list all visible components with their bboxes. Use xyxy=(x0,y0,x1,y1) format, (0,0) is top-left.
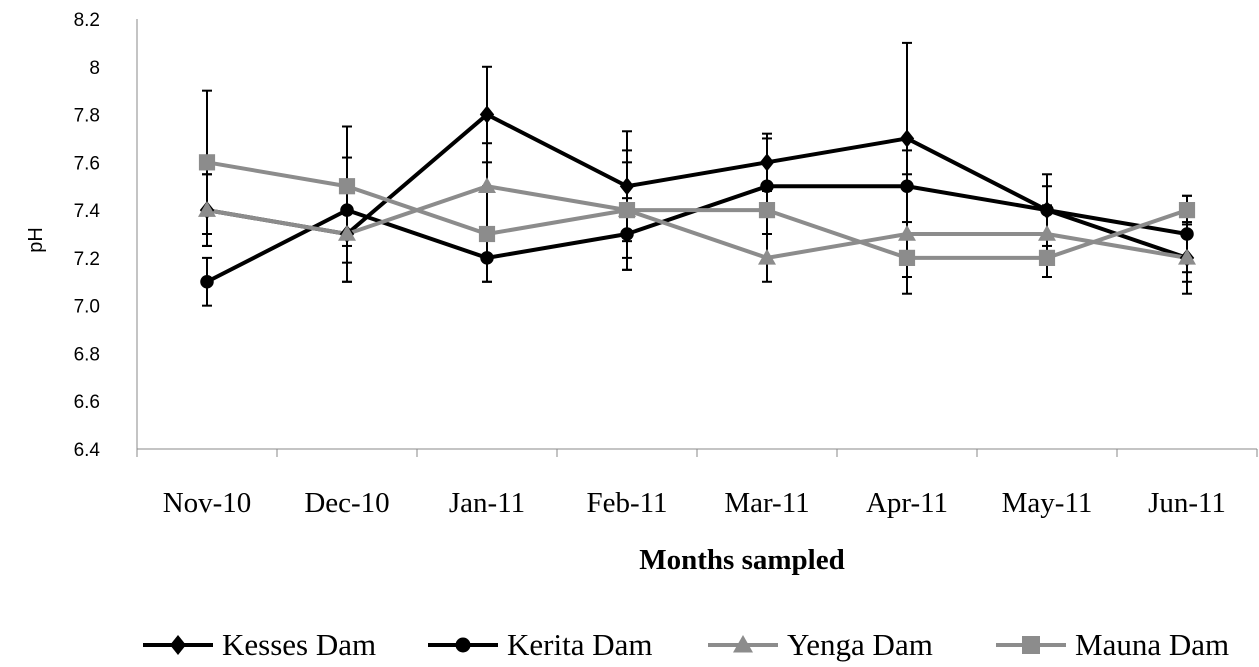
y-axis-label: pH xyxy=(25,227,47,253)
data-point xyxy=(900,179,914,193)
data-point xyxy=(1038,249,1056,266)
x-axis-label: Months sampled xyxy=(639,544,844,576)
x-tick-label: May-11 xyxy=(1002,487,1093,519)
legend-marker xyxy=(170,635,186,655)
x-tick-label: Mar-11 xyxy=(724,487,809,519)
data-point xyxy=(480,251,494,265)
legend-label: Yenga Dam xyxy=(787,627,933,662)
data-point xyxy=(1038,225,1056,241)
series-markers xyxy=(198,105,1196,289)
legend-marker xyxy=(455,637,471,653)
x-tick-labels: Nov-10 Dec-10 Jan-11 Feb-11 Mar-11 Apr-11 May-… xyxy=(163,487,1226,519)
y-tick-label: 7.6 xyxy=(74,153,100,174)
y-tick-label: 7.2 xyxy=(74,249,100,270)
legend-item: Yenga Dam xyxy=(708,627,933,662)
data-point xyxy=(898,225,916,241)
data-point xyxy=(1180,227,1194,241)
legend-label: Mauna Dam xyxy=(1075,627,1229,662)
legend-item: Kesses Dam xyxy=(143,627,376,662)
data-point xyxy=(1040,203,1054,217)
y-tick-label: 6.8 xyxy=(74,344,100,365)
data-point xyxy=(618,202,636,219)
data-point xyxy=(898,249,916,266)
data-point xyxy=(1178,248,1196,265)
data-point xyxy=(760,179,774,193)
x-tick-label: Feb-11 xyxy=(586,487,667,519)
x-tick-label: Jun-11 xyxy=(1148,487,1226,519)
data-point xyxy=(338,225,356,241)
data-point xyxy=(198,154,216,171)
data-point xyxy=(200,275,214,289)
series-lines xyxy=(206,112,1188,284)
y-tick-labels: 6.4 6.6 6.8 7.0 7.2 7.4 7.6 7.8 8 8.2 xyxy=(74,10,101,461)
x-tick-label: Dec-10 xyxy=(304,487,389,519)
data-point xyxy=(758,248,776,265)
legend-label: Kesses Dam xyxy=(222,627,376,662)
x-tick-label: Apr-11 xyxy=(866,487,948,519)
y-tick-label: 7.8 xyxy=(74,106,100,127)
series-line xyxy=(206,160,1188,260)
data-point xyxy=(759,153,775,172)
x-tick-label: Jan-11 xyxy=(449,487,525,519)
y-tick-label: 6.4 xyxy=(74,440,101,461)
axes xyxy=(136,19,1258,457)
legend-item: Mauna Dam xyxy=(996,627,1229,662)
legend-marker xyxy=(733,635,753,653)
legend-label: Kerita Dam xyxy=(507,627,652,662)
data-point xyxy=(338,178,356,195)
data-point xyxy=(620,227,634,241)
data-point xyxy=(340,203,354,217)
data-point xyxy=(1178,202,1196,219)
x-tick-label: Nov-10 xyxy=(163,487,252,519)
data-point xyxy=(758,202,776,219)
y-tick-label: 6.6 xyxy=(74,392,100,413)
data-point xyxy=(478,225,496,243)
legend-item: Kerita Dam xyxy=(428,627,652,662)
data-point xyxy=(198,201,216,217)
y-tick-label: 8.2 xyxy=(74,10,100,31)
y-tick-label: 7.4 xyxy=(74,201,101,222)
y-tick-label: 7.0 xyxy=(74,297,100,318)
y-tick-label: 8 xyxy=(89,58,100,79)
data-point xyxy=(478,177,496,193)
legend-marker xyxy=(1022,636,1040,654)
legend: Kesses Dam Kerita Dam Yenga Dam Mauna Dam xyxy=(143,627,1229,662)
series-line xyxy=(206,112,1188,260)
data-point xyxy=(619,177,635,196)
data-point xyxy=(479,105,495,124)
data-point xyxy=(899,129,915,148)
series-line xyxy=(206,184,1188,260)
